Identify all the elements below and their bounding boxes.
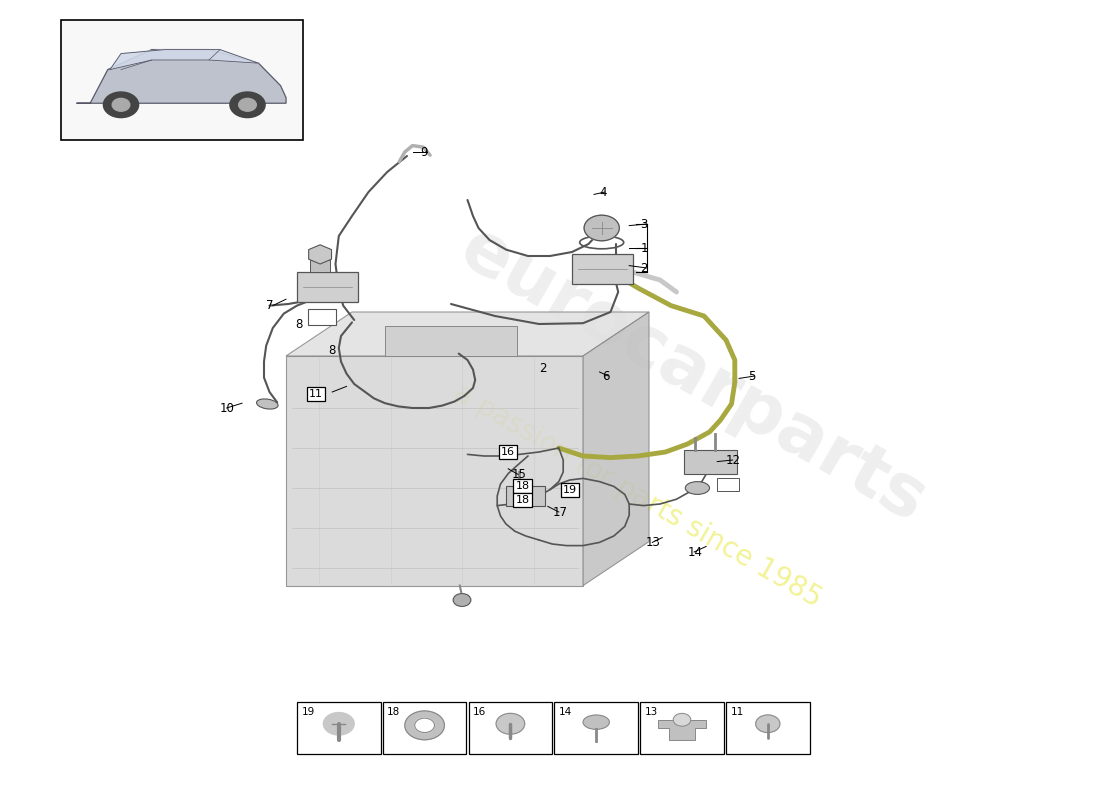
Text: 16: 16 — [473, 707, 486, 717]
Text: 14: 14 — [688, 546, 703, 558]
Polygon shape — [309, 245, 331, 264]
Bar — [60, 20, 302, 140]
Polygon shape — [583, 312, 649, 586]
Circle shape — [112, 98, 130, 111]
Text: eurocarparts: eurocarparts — [448, 214, 938, 538]
Circle shape — [405, 711, 444, 740]
Polygon shape — [77, 50, 286, 103]
Bar — [469, 702, 552, 754]
Circle shape — [584, 215, 619, 241]
Bar — [297, 272, 358, 302]
Text: 11: 11 — [309, 389, 322, 398]
Polygon shape — [658, 720, 706, 740]
Bar — [506, 486, 544, 506]
Polygon shape — [110, 50, 258, 70]
Circle shape — [323, 713, 354, 735]
Text: 13: 13 — [646, 536, 661, 549]
Text: 8: 8 — [295, 318, 302, 330]
Bar — [572, 254, 632, 284]
Bar — [726, 702, 810, 754]
Text: 14: 14 — [559, 707, 572, 717]
Ellipse shape — [256, 399, 278, 409]
Text: 1: 1 — [640, 242, 648, 254]
Text: 3: 3 — [640, 218, 648, 230]
Bar — [385, 326, 517, 356]
Circle shape — [415, 718, 434, 733]
Circle shape — [756, 715, 780, 733]
Bar — [640, 702, 724, 754]
Text: 6: 6 — [602, 370, 609, 382]
Text: 18: 18 — [516, 495, 529, 505]
Text: 17: 17 — [552, 506, 568, 518]
Polygon shape — [286, 356, 583, 586]
Text: 15: 15 — [512, 468, 527, 481]
Text: 8: 8 — [328, 344, 336, 357]
Circle shape — [230, 92, 265, 118]
Circle shape — [239, 98, 256, 111]
Polygon shape — [286, 312, 649, 356]
Bar — [383, 702, 466, 754]
Ellipse shape — [685, 482, 710, 494]
Text: 12: 12 — [726, 454, 741, 466]
Circle shape — [496, 714, 525, 734]
Text: 16: 16 — [502, 447, 515, 457]
Text: 18: 18 — [387, 707, 400, 717]
Text: 2: 2 — [640, 262, 648, 274]
Bar — [308, 309, 336, 325]
Text: 4: 4 — [600, 186, 607, 198]
Text: 5: 5 — [748, 370, 756, 382]
Bar — [310, 260, 330, 272]
Text: 18: 18 — [516, 482, 529, 491]
Text: 19: 19 — [563, 485, 576, 494]
Text: 2: 2 — [539, 362, 547, 374]
Circle shape — [103, 92, 139, 118]
Circle shape — [453, 594, 471, 606]
Bar — [554, 702, 638, 754]
Bar — [297, 702, 381, 754]
Text: 9: 9 — [420, 146, 428, 158]
Bar — [684, 450, 737, 474]
Text: a passion for parts since 1985: a passion for parts since 1985 — [449, 379, 827, 613]
Text: 13: 13 — [645, 707, 658, 717]
Circle shape — [673, 714, 691, 726]
Ellipse shape — [583, 715, 609, 730]
Text: 10: 10 — [220, 402, 235, 414]
Text: 7: 7 — [266, 299, 274, 312]
Bar — [717, 478, 739, 491]
Text: 19: 19 — [301, 707, 315, 717]
Text: 11: 11 — [730, 707, 744, 717]
